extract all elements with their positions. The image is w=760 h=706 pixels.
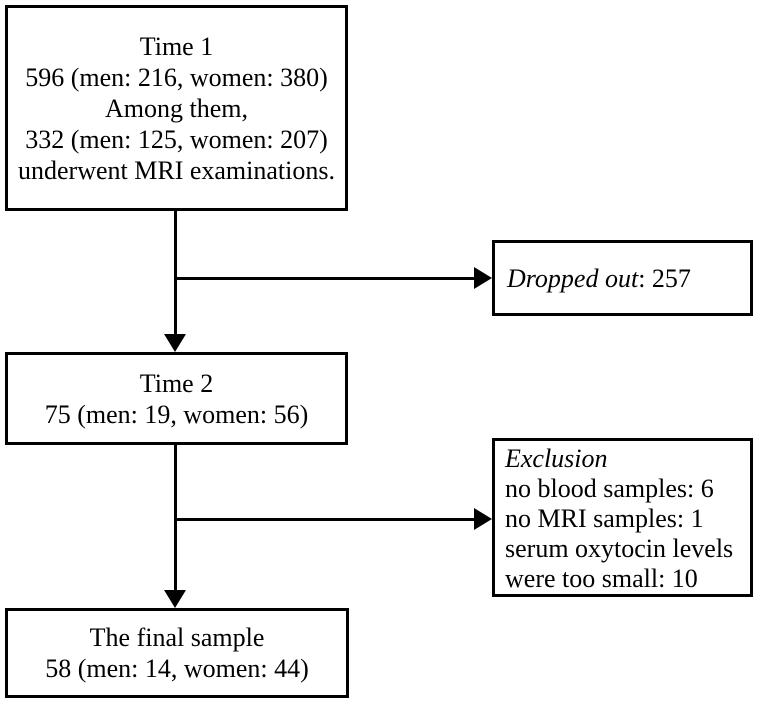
box-final-sample: The final sample 58 (men: 14, women: 44) xyxy=(5,608,349,698)
time1-line-title: Time 1 xyxy=(139,31,214,61)
dropped-out-label-count: : 257 xyxy=(638,263,691,293)
time1-line-count: 596 (men: 216, women: 380) xyxy=(25,62,328,92)
connector-time2-final xyxy=(174,445,177,590)
box-dropped-out: Dropped out: 257 xyxy=(492,240,753,316)
arrowhead-down-time2-icon xyxy=(164,334,186,352)
box-exclusion: Exclusion no blood samples: 6 no MRI sam… xyxy=(492,438,753,597)
connector-time1-time2 xyxy=(174,211,177,334)
connector-branch-dropped-out xyxy=(174,277,474,280)
arrowhead-right-dropped-out-icon xyxy=(474,267,492,289)
time1-line-mri-count: 332 (men: 125, women: 207) xyxy=(25,124,328,154)
connector-branch-exclusion xyxy=(174,518,474,521)
arrowhead-down-final-icon xyxy=(164,590,186,608)
dropped-out-label: Dropped out: 257 xyxy=(507,263,691,294)
box-time1: Time 1 596 (men: 216, women: 380) Among … xyxy=(5,5,348,211)
exclusion-line-blood: no blood samples: 6 xyxy=(505,474,714,503)
arrowhead-right-exclusion-icon xyxy=(474,508,492,530)
exclusion-title: Exclusion xyxy=(505,444,608,473)
time1-line-among: Among them, xyxy=(105,93,248,123)
final-sample-line-title: The final sample xyxy=(89,623,265,652)
exclusion-line-oxytocin: serum oxytocin levels xyxy=(505,534,734,563)
time1-line-mri-note: underwent MRI examinations. xyxy=(18,155,335,185)
box-time2: Time 2 75 (men: 19, women: 56) xyxy=(5,352,348,445)
time2-line-title: Time 2 xyxy=(139,368,214,398)
exclusion-line-mri: no MRI samples: 1 xyxy=(505,504,704,533)
dropped-out-label-italic: Dropped out xyxy=(507,263,639,293)
exclusion-line-too-small: were too small: 10 xyxy=(505,564,698,593)
final-sample-line-count: 58 (men: 14, women: 44) xyxy=(45,654,309,683)
time2-line-count: 75 (men: 19, women: 56) xyxy=(44,399,309,429)
